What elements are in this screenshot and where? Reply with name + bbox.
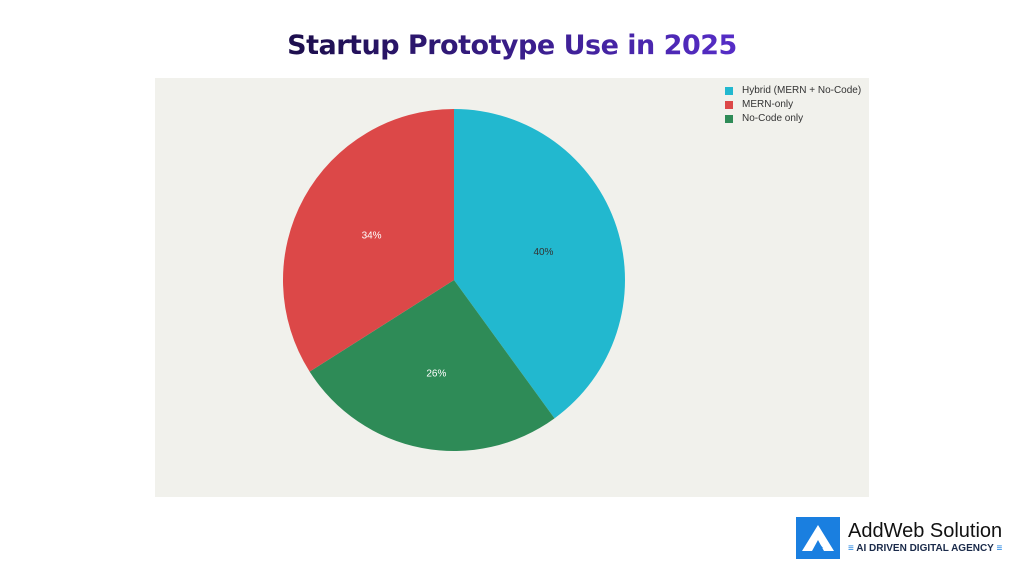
company-logo: AddWeb Solution ≡ AI DRIVEN DIGITAL AGEN… — [796, 517, 1002, 559]
legend-item-mern[interactable]: MERN-only — [725, 98, 861, 112]
slice-label-0: 40% — [533, 247, 553, 258]
legend-label: No-Code only — [742, 113, 804, 124]
legend-swatch — [725, 115, 733, 123]
legend-item-nocode[interactable]: No-Code only — [725, 112, 861, 126]
legend-item-hybrid[interactable]: Hybrid (MERN + No-Code) — [725, 84, 861, 98]
pie-slice-1[interactable] — [283, 109, 454, 372]
pie-slice-0[interactable] — [454, 109, 625, 419]
logo-mark-icon — [796, 517, 840, 559]
legend: Hybrid (MERN + No-Code) MERN-only No-Cod… — [725, 84, 861, 126]
logo-tagline: AI DRIVEN DIGITAL AGENCY — [856, 543, 994, 554]
slice-label-2: 26% — [426, 368, 446, 379]
legend-swatch — [725, 87, 733, 95]
pie-chart: 40% 26% 34% — [283, 109, 625, 451]
chart-title: Startup Prototype Use in 2025 — [0, 30, 1024, 61]
legend-label: MERN-only — [742, 99, 794, 110]
legend-swatch — [725, 101, 733, 109]
plot-area: 40% 26% 34% Hybrid (MERN + No-Code) MERN-o… — [155, 78, 869, 497]
pie-slice-2[interactable] — [309, 280, 555, 451]
legend-label: Hybrid (MERN + No-Code) — [742, 85, 862, 96]
slice-label-1: 34% — [362, 231, 382, 242]
logo-name: AddWeb Solution — [848, 520, 1003, 542]
